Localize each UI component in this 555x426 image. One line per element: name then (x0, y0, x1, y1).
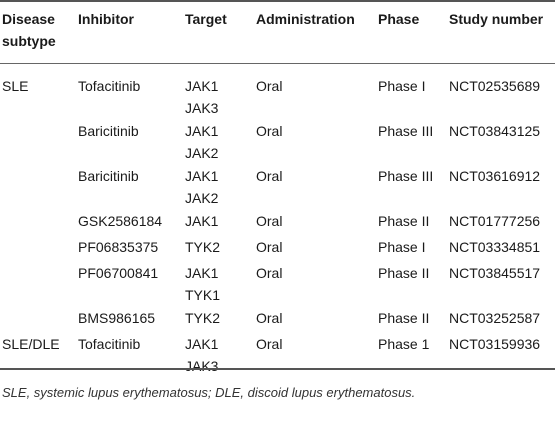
cell-target: JAK1 (185, 78, 219, 94)
cell-administration: Oral (256, 310, 283, 326)
cell-study: NCT03252587 (449, 310, 541, 326)
header-phase: Phase (378, 11, 420, 27)
cell-phase: Phase II (378, 213, 430, 229)
cell-target: JAK1 (185, 123, 219, 139)
cell-subtype: SLE (2, 78, 29, 94)
header-target: Target (185, 11, 227, 27)
cell-study: NCT02535689 (449, 78, 541, 94)
cell-administration: Oral (256, 213, 283, 229)
cell-inhibitor: Tofacitinib (78, 336, 141, 352)
cell-administration: Oral (256, 265, 283, 281)
table-footnote: SLE, systemic lupus erythematosus; DLE, … (2, 385, 416, 400)
cell-target: JAK2 (185, 145, 219, 161)
cell-target: JAK1 (185, 265, 219, 281)
cell-study: NCT03616912 (449, 168, 541, 184)
cell-administration: Oral (256, 78, 283, 94)
cell-phase: Phase I (378, 239, 426, 255)
cell-target: TYK2 (185, 239, 221, 255)
cell-inhibitor: PF06700841 (78, 265, 159, 281)
header-administration: Administration (256, 11, 355, 27)
cell-study: NCT03843125 (449, 123, 541, 139)
cell-administration: Oral (256, 336, 283, 352)
cell-target: JAK1 (185, 168, 219, 184)
cell-inhibitor: Baricitinib (78, 123, 139, 139)
cell-target: JAK3 (185, 100, 219, 116)
cell-inhibitor: PF06835375 (78, 239, 159, 255)
cell-study: NCT03334851 (449, 239, 541, 255)
cell-subtype: SLE/DLE (2, 336, 60, 352)
cell-phase: Phase III (378, 123, 434, 139)
cell-phase: Phase II (378, 310, 430, 326)
cell-target: JAK2 (185, 190, 219, 206)
cell-study: NCT03159936 (449, 336, 541, 352)
cell-phase: Phase III (378, 168, 434, 184)
header-bottom-rule (0, 63, 555, 64)
cell-inhibitor: BMS986165 (78, 310, 156, 326)
header-disease-subtype: Disease (2, 11, 55, 27)
cell-phase: Phase 1 (378, 336, 430, 352)
cell-phase: Phase II (378, 265, 430, 281)
header-disease-subtype: subtype (2, 33, 56, 49)
cell-inhibitor: GSK2586184 (78, 213, 163, 229)
cell-target: JAK1 (185, 336, 219, 352)
cell-study: NCT03845517 (449, 265, 541, 281)
cell-phase: Phase I (378, 78, 426, 94)
cell-target: JAK1 (185, 213, 219, 229)
table-top-rule (0, 0, 555, 2)
cell-inhibitor: Tofacitinib (78, 78, 141, 94)
cell-administration: Oral (256, 168, 283, 184)
cell-inhibitor: Baricitinib (78, 168, 139, 184)
cell-target: TYK1 (185, 287, 221, 303)
cell-study: NCT01777256 (449, 213, 541, 229)
cell-administration: Oral (256, 239, 283, 255)
cell-target: JAK3 (185, 358, 219, 374)
cell-target: TYK2 (185, 310, 221, 326)
table-bottom-rule (0, 368, 555, 370)
cell-administration: Oral (256, 123, 283, 139)
header-study-number: Study number (449, 11, 544, 27)
header-inhibitor: Inhibitor (78, 11, 134, 27)
